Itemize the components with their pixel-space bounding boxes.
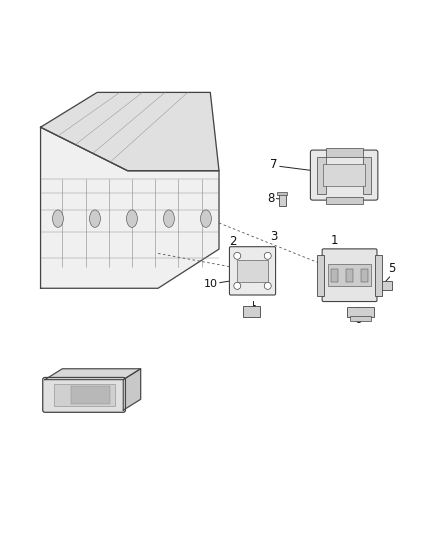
Text: 2: 2: [230, 235, 237, 248]
Text: 9: 9: [89, 392, 96, 405]
Circle shape: [234, 282, 241, 289]
Circle shape: [264, 252, 271, 260]
Text: 10: 10: [204, 279, 218, 289]
Circle shape: [264, 282, 271, 289]
Bar: [346, 269, 353, 282]
Polygon shape: [45, 369, 141, 379]
Bar: [347, 307, 374, 317]
Bar: [350, 316, 371, 321]
FancyBboxPatch shape: [311, 150, 378, 200]
Bar: [323, 164, 365, 186]
Bar: [277, 192, 287, 195]
Text: 3: 3: [271, 230, 278, 244]
Ellipse shape: [53, 210, 64, 228]
Bar: [243, 305, 260, 317]
Text: 7: 7: [270, 158, 277, 171]
Bar: [71, 386, 110, 403]
Bar: [53, 384, 115, 406]
Text: 5: 5: [388, 262, 396, 275]
Ellipse shape: [163, 210, 174, 228]
Polygon shape: [41, 92, 219, 171]
Text: 4: 4: [249, 304, 257, 317]
Text: 1: 1: [331, 234, 338, 247]
Ellipse shape: [127, 210, 138, 228]
Bar: [325, 197, 363, 205]
FancyBboxPatch shape: [230, 247, 276, 295]
Bar: [279, 194, 286, 206]
Text: 8: 8: [267, 192, 274, 205]
FancyBboxPatch shape: [322, 249, 377, 302]
Bar: [328, 264, 371, 286]
FancyBboxPatch shape: [43, 377, 125, 413]
Polygon shape: [123, 369, 141, 410]
Bar: [237, 260, 268, 282]
Bar: [361, 269, 368, 282]
Bar: [381, 281, 392, 289]
Bar: [317, 255, 324, 296]
Bar: [331, 269, 338, 282]
Bar: [317, 157, 325, 193]
Text: 6: 6: [354, 313, 362, 326]
Ellipse shape: [201, 210, 212, 228]
Circle shape: [234, 252, 241, 260]
Bar: [375, 255, 382, 296]
Bar: [325, 148, 363, 157]
Bar: [363, 157, 371, 193]
Ellipse shape: [89, 210, 100, 228]
Polygon shape: [41, 127, 219, 288]
